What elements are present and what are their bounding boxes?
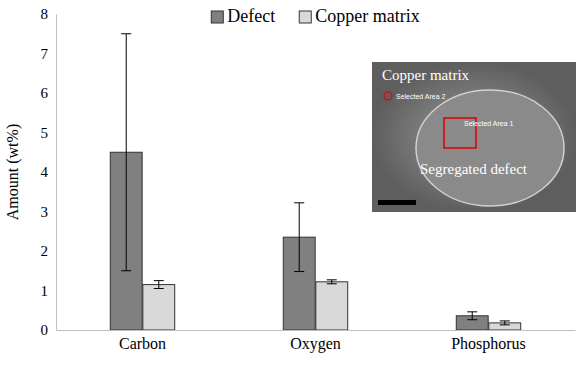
y-tick: 2	[41, 243, 57, 259]
x-axis: Carbon Oxygen Phosphorus	[57, 330, 576, 353]
legend-item: Defect	[211, 6, 275, 26]
y-tick-label: 5	[41, 125, 49, 141]
inset-label: Selected Area 2	[396, 93, 446, 100]
inset-label: Segregated defect	[420, 161, 528, 177]
y-tick: 3	[41, 204, 57, 220]
inset-image: Copper matrix Segregated defect Selected A…	[372, 62, 576, 212]
plot: 0 1 2 3 4 5 6 7 8 Carbon Oxygen Phosphorus	[41, 6, 576, 353]
x-axis-line	[57, 330, 576, 331]
scale-bar	[378, 200, 416, 205]
legend-label: Copper matrix	[315, 6, 419, 26]
defect-outline	[416, 90, 564, 206]
y-tick: 7	[41, 46, 57, 62]
x-tick: Phosphorus	[451, 330, 526, 353]
y-tick: 8	[41, 6, 57, 22]
selected-area-marker	[384, 92, 392, 100]
legend-item: Copper matrix	[299, 6, 419, 26]
x-tick: Oxygen	[290, 330, 341, 353]
y-axis-title: Amount (wt%)	[4, 124, 22, 220]
y-tick-label: 3	[41, 204, 49, 220]
x-tick-label: Phosphorus	[451, 335, 526, 353]
y-tick-label: 6	[41, 85, 49, 101]
legend: Defect Copper matrix	[211, 6, 419, 26]
error-bar	[121, 34, 131, 271]
y-tick-label: 0	[41, 322, 49, 338]
error-bar	[500, 321, 510, 325]
error-bar	[154, 281, 164, 289]
inset-background	[372, 62, 576, 212]
y-tick: 0	[41, 322, 57, 338]
error-bar	[467, 312, 477, 320]
y-tick-label: 2	[41, 243, 49, 259]
y-tick: 5	[41, 125, 57, 141]
error-bar	[327, 280, 337, 284]
legend-swatch	[299, 11, 311, 23]
y-tick: 6	[41, 85, 57, 101]
x-tick: Carbon	[119, 330, 166, 352]
legend-label: Defect	[227, 6, 275, 26]
bar	[143, 285, 175, 330]
inset-label: Copper matrix	[382, 67, 470, 83]
y-tick-label: 1	[41, 283, 49, 299]
y-tick: 4	[41, 164, 57, 180]
x-tick-label: Oxygen	[290, 335, 341, 353]
error-bar	[294, 203, 304, 272]
x-tick-label: Carbon	[119, 335, 166, 352]
y-tick-label: 7	[41, 46, 49, 62]
chart: 0 1 2 3 4 5 6 7 8 Carbon Oxygen Phosphorus Amount (w…	[0, 0, 585, 365]
bar	[316, 282, 348, 330]
inset-label: Selected Area 1	[464, 120, 514, 127]
y-tick-label: 8	[41, 6, 49, 22]
y-axis: 0 1 2 3 4 5 6 7 8	[41, 6, 57, 338]
y-tick: 1	[41, 283, 57, 299]
y-axis-line	[56, 15, 57, 331]
legend-swatch	[211, 11, 223, 23]
y-tick-label: 4	[41, 164, 49, 180]
